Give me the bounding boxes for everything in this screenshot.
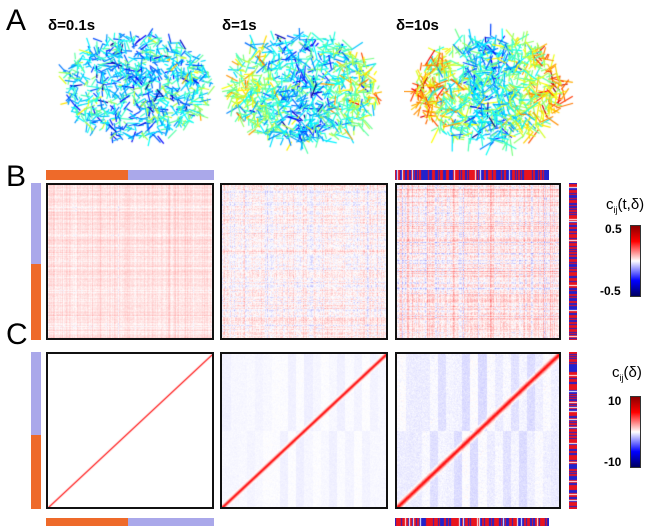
colorbar-c-title-sub: ij bbox=[619, 373, 624, 383]
bottom-group-strip-10s bbox=[395, 518, 549, 526]
colorbar-c-title-main: c bbox=[612, 364, 620, 381]
colorbar-b-max-label: 0.5 bbox=[605, 222, 622, 236]
top-group-strip-10s bbox=[395, 170, 549, 180]
matrix-c-10s bbox=[395, 352, 561, 509]
colorbar-b-title-main: c bbox=[606, 196, 614, 213]
matrix-c-0-1s bbox=[46, 352, 214, 509]
colorbar-b-title: cij(t,δ) bbox=[606, 196, 644, 215]
colorbar-b-title-rest: (t,δ) bbox=[617, 196, 645, 213]
bottom-group-strip-0-1s bbox=[46, 518, 214, 526]
left-group-strip-b bbox=[31, 183, 41, 340]
colorbar-c-title-rest: (δ) bbox=[623, 364, 642, 381]
colorbar-b-title-sub: ij bbox=[613, 205, 618, 215]
matrix-b-10s bbox=[395, 183, 561, 340]
matrix-b-1s bbox=[220, 183, 388, 340]
right-group-strip-c bbox=[569, 352, 577, 509]
matrix-b-0-1s bbox=[46, 183, 214, 340]
matrix-c-1s bbox=[220, 352, 388, 509]
panel-label-c: C bbox=[6, 318, 28, 351]
colorbar-c-title: cij(δ) bbox=[612, 364, 642, 383]
panel-label-b: B bbox=[6, 160, 27, 193]
colorbar-c-min-label: -10 bbox=[604, 455, 622, 469]
top-group-strip-0-1s bbox=[46, 170, 214, 180]
arrow-cloud-0-1s bbox=[52, 22, 222, 152]
colorbar-b-min-label: -0.5 bbox=[600, 284, 621, 298]
panel-label-a: A bbox=[6, 4, 27, 37]
left-group-strip-c bbox=[31, 352, 41, 509]
colorbar-c bbox=[630, 396, 641, 468]
arrow-cloud-1s bbox=[218, 22, 388, 157]
colorbar-b bbox=[630, 225, 641, 297]
arrow-cloud-10s bbox=[404, 22, 574, 157]
colorbar-c-max-label: 10 bbox=[608, 394, 622, 408]
right-group-strip-b bbox=[569, 183, 577, 340]
